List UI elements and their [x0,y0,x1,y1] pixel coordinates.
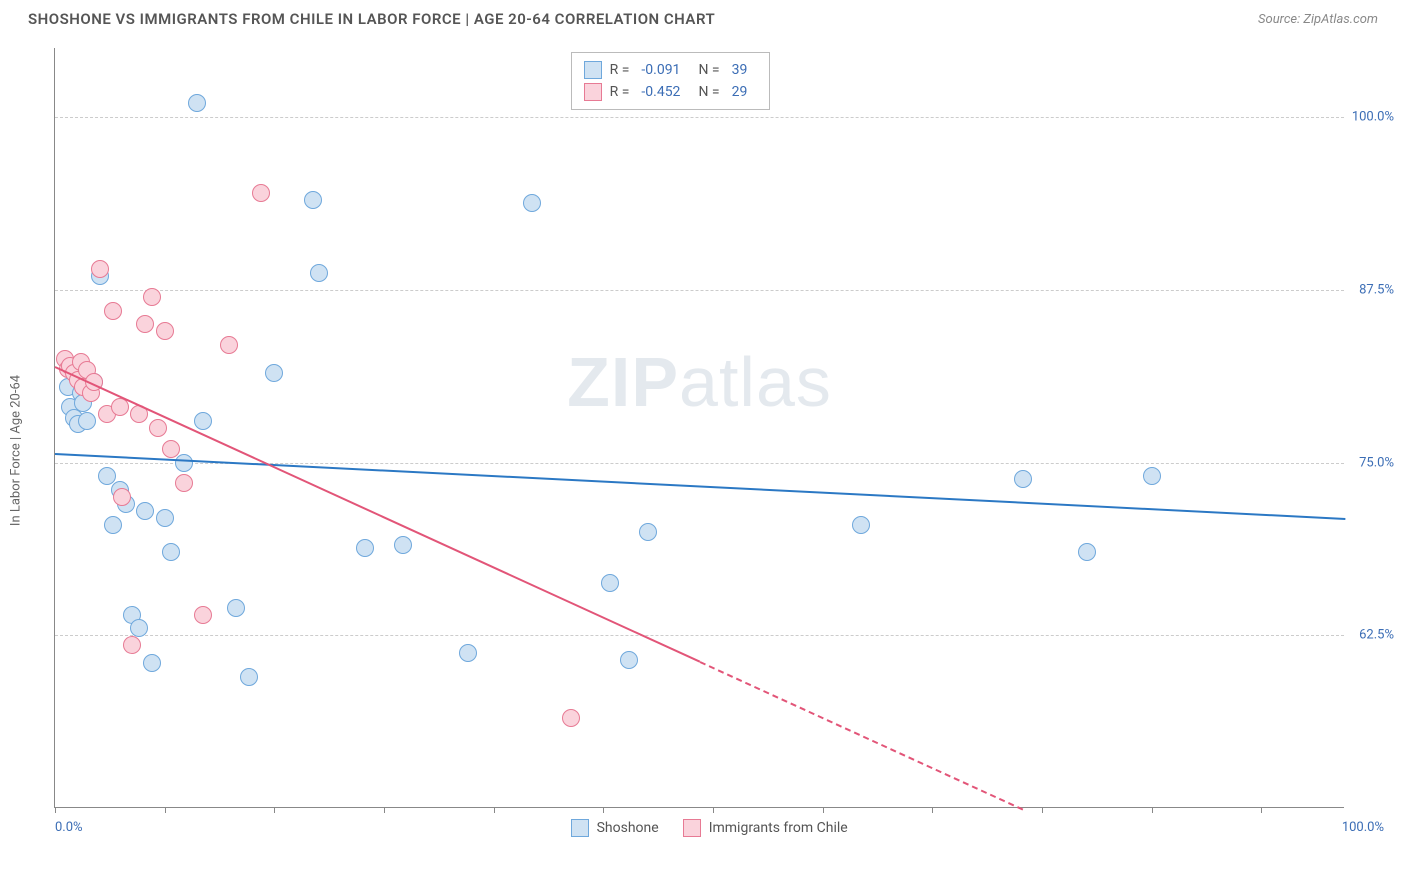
data-point [136,315,154,333]
x-tick [1261,807,1262,813]
data-point [227,599,245,617]
data-point [601,574,619,592]
data-point [143,288,161,306]
data-point [252,184,270,202]
data-point [1143,467,1161,485]
chart-title: SHOSHONE VS IMMIGRANTS FROM CHILE IN LAB… [28,10,715,28]
legend-label: Shoshone [597,820,659,836]
r-label: R = [610,62,630,78]
data-point [104,302,122,320]
y-tick-label: 62.5% [1334,628,1394,643]
data-point [149,419,167,437]
data-point [356,539,374,557]
data-point [123,636,141,654]
data-point [1078,543,1096,561]
data-point [111,398,129,416]
series-legend: Shoshone Immigrants from Chile [571,819,848,837]
data-point [162,440,180,458]
n-value: 39 [732,62,748,78]
data-point [394,536,412,554]
data-point [130,619,148,637]
x-tick [384,807,385,813]
plot-area: ZIPatlas 62.5%75.0%87.5%100.0%0.0%100.0%… [54,48,1344,808]
chart-container: In Labor Force | Age 20-64 ZIPatlas 62.5… [28,48,1378,838]
data-point [220,336,238,354]
x-tick [713,807,714,813]
r-value: -0.452 [641,84,680,100]
data-point [523,194,541,212]
legend-swatch [683,819,701,837]
x-tick [932,807,933,813]
data-point [136,502,154,520]
gridline [55,290,1344,291]
legend-item: Shoshone [571,819,659,837]
r-label: R = [610,84,630,100]
data-point [852,516,870,534]
x-tick [494,807,495,813]
gridline [55,117,1344,118]
data-point [175,474,193,492]
data-point [104,516,122,534]
data-point [562,709,580,727]
data-point [310,264,328,282]
n-label: N = [698,62,719,78]
data-point [1014,470,1032,488]
n-label: N = [698,84,719,100]
x-tick [823,807,824,813]
data-point [113,488,131,506]
x-tick [55,807,56,813]
x-start-label: 0.0% [55,820,83,835]
stats-legend-row: R = -0.452 N = 29 [584,81,758,103]
x-tick [165,807,166,813]
data-point [265,364,283,382]
r-value: -0.091 [641,62,680,78]
stats-legend: R = -0.091 N = 39 R = -0.452 N = 29 [571,52,771,110]
source-label: Source: ZipAtlas.com [1258,12,1378,27]
data-point [156,509,174,527]
n-value: 29 [732,84,748,100]
x-tick [603,807,604,813]
y-tick-label: 87.5% [1334,282,1394,297]
data-point [459,644,477,662]
data-point [143,654,161,672]
data-point [194,412,212,430]
data-point [240,668,258,686]
stats-legend-row: R = -0.091 N = 39 [584,59,758,81]
gridline [55,635,1344,636]
x-tick [1042,807,1043,813]
x-tick [274,807,275,813]
data-point [175,454,193,472]
legend-swatch [571,819,589,837]
data-point [639,523,657,541]
watermark: ZIPatlas [567,342,832,422]
data-point [162,543,180,561]
y-tick-label: 75.0% [1334,455,1394,470]
x-tick [1152,807,1153,813]
y-tick-label: 100.0% [1334,110,1394,125]
data-point [156,322,174,340]
data-point [194,606,212,624]
y-axis-label: In Labor Force | Age 20-64 [9,375,24,526]
x-end-label: 100.0% [1342,820,1384,835]
trend-line [700,661,1023,810]
data-point [91,260,109,278]
legend-swatch [584,61,602,79]
legend-label: Immigrants from Chile [709,820,848,836]
legend-swatch [584,83,602,101]
data-point [620,651,638,669]
data-point [188,94,206,112]
data-point [78,412,96,430]
data-point [304,191,322,209]
legend-item: Immigrants from Chile [683,819,848,837]
